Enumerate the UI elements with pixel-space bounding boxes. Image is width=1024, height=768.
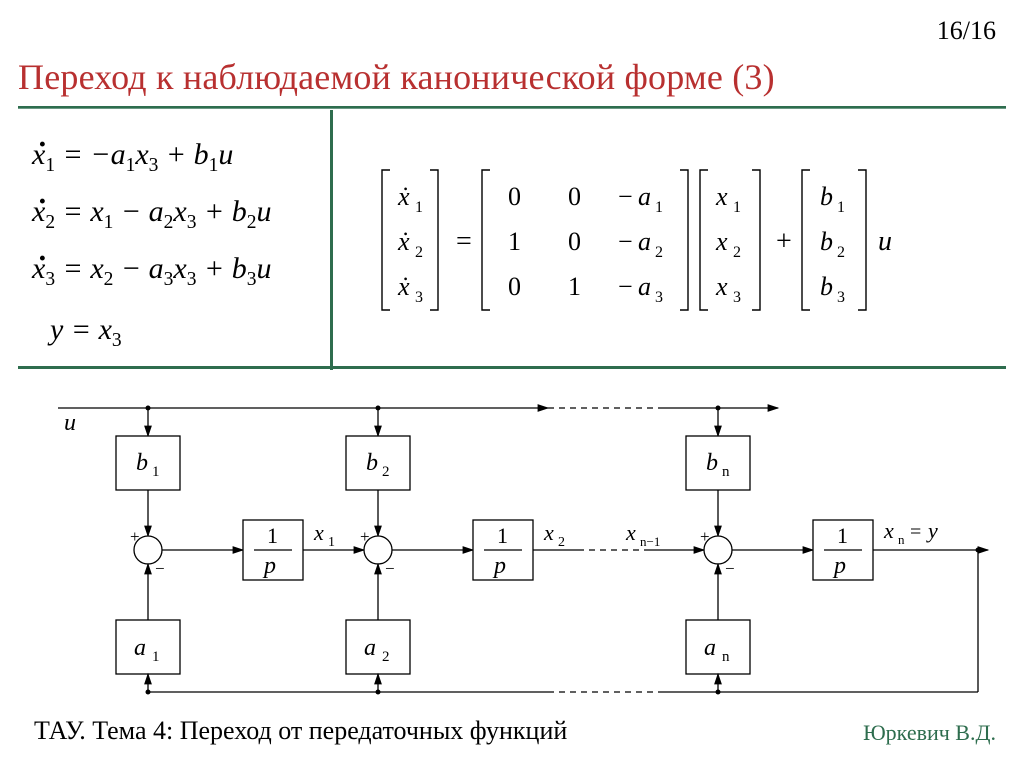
equation-1: x1 = −a1x3 + b1u xyxy=(32,132,271,189)
svg-text:1: 1 xyxy=(152,649,160,665)
plus-sign: + xyxy=(776,226,792,257)
svg-text:a: a xyxy=(638,227,651,256)
svg-text:3: 3 xyxy=(733,289,741,306)
page-title: Переход к наблюдаемой канонической форме… xyxy=(18,56,775,98)
matrix-equation: ẋ1 ẋ2 ẋ3 = 0 0 −a1 1 0 −a2 0 1 −a3 x1 x2… xyxy=(360,140,1000,360)
svg-text:b: b xyxy=(366,450,378,476)
section-divider xyxy=(18,366,1006,369)
vertical-divider xyxy=(330,110,333,370)
svg-text:−: − xyxy=(155,559,165,578)
svg-text:2: 2 xyxy=(415,244,423,261)
svg-text:x: x xyxy=(715,272,728,301)
svg-text:3: 3 xyxy=(655,289,663,306)
footer-left: ТАУ. Тема 4: Переход от передаточных фун… xyxy=(34,716,567,746)
svg-text:2: 2 xyxy=(382,464,390,480)
svg-text:b: b xyxy=(136,450,148,476)
svg-text:2: 2 xyxy=(837,244,845,261)
title-underline xyxy=(18,106,1006,108)
svg-text:+: + xyxy=(700,527,710,546)
svg-text:0: 0 xyxy=(508,272,521,301)
stage-n: bn + − an 1 p xn = y xyxy=(686,406,988,695)
svg-text:1: 1 xyxy=(267,523,278,548)
svg-text:x: x xyxy=(715,227,728,256)
svg-text:0: 0 xyxy=(568,227,581,256)
svg-text:1: 1 xyxy=(837,523,848,548)
svg-text:a: a xyxy=(638,272,651,301)
svg-text:b: b xyxy=(706,450,718,476)
equations-left: x1 = −a1x3 + b1u x2 = x1 − a2x3 + b2u x3… xyxy=(32,132,271,364)
svg-text:a: a xyxy=(638,182,651,211)
svg-text:0: 0 xyxy=(568,182,581,211)
equation-2: x2 = x1 − a2x3 + b2u xyxy=(32,189,271,246)
svg-text:b: b xyxy=(820,182,833,211)
svg-text:3: 3 xyxy=(415,289,423,306)
svg-text:2: 2 xyxy=(382,649,390,665)
svg-text:p: p xyxy=(262,553,276,579)
svg-text:−: − xyxy=(725,559,735,578)
svg-text:b: b xyxy=(820,227,833,256)
svg-text:2: 2 xyxy=(655,244,663,261)
svg-text:+: + xyxy=(360,527,370,546)
svg-text:a: a xyxy=(134,635,146,661)
svg-text:x: x xyxy=(715,182,728,211)
slide-number: 16/16 xyxy=(937,16,996,46)
svg-text:1: 1 xyxy=(415,199,423,216)
svg-text:p: p xyxy=(492,553,506,579)
svg-text:a: a xyxy=(704,635,716,661)
svg-text:p: p xyxy=(832,553,846,579)
svg-text:+: + xyxy=(130,527,140,546)
equation-4: y = x3 xyxy=(50,307,271,364)
svg-text:y: y xyxy=(926,518,938,543)
svg-text:1: 1 xyxy=(328,535,335,550)
svg-text:n: n xyxy=(898,532,905,547)
svg-text:2: 2 xyxy=(733,244,741,261)
svg-text:ẋ: ẋ xyxy=(397,272,410,301)
svg-text:1: 1 xyxy=(837,199,845,216)
svg-text:1: 1 xyxy=(152,464,160,480)
svg-text:ẋ: ẋ xyxy=(397,227,410,256)
svg-text:x: x xyxy=(313,520,324,545)
svg-text:−: − xyxy=(618,227,633,256)
svg-text:1: 1 xyxy=(508,227,521,256)
svg-text:2: 2 xyxy=(558,535,565,550)
equation-3: x3 = x2 − a3x3 + b3u xyxy=(32,246,271,303)
svg-text:b: b xyxy=(820,272,833,301)
svg-text:ẋ: ẋ xyxy=(397,182,410,211)
svg-text:3: 3 xyxy=(837,289,845,306)
svg-text:1: 1 xyxy=(497,523,508,548)
u-symbol: u xyxy=(878,226,892,257)
svg-text:1: 1 xyxy=(568,272,581,301)
block-diagram: u b1 + − a1 1 p x1 xyxy=(18,380,1006,710)
svg-text:=: = xyxy=(910,521,921,543)
footer-right: Юркевич В.Д. xyxy=(863,720,996,746)
svg-text:n−1: n−1 xyxy=(640,534,660,549)
equals-sign: = xyxy=(456,226,472,257)
stage-1: b1 + − a1 1 p x1 xyxy=(116,406,364,695)
svg-text:x: x xyxy=(883,518,894,543)
svg-text:−: − xyxy=(385,559,395,578)
input-label: u xyxy=(64,410,76,436)
stage-2: b2 + − a2 1 p x2 xn−1 xyxy=(346,406,704,695)
svg-text:x: x xyxy=(543,520,554,545)
svg-text:−: − xyxy=(618,182,633,211)
svg-text:n: n xyxy=(722,464,730,480)
svg-text:a: a xyxy=(364,635,376,661)
svg-text:1: 1 xyxy=(655,199,663,216)
svg-text:−: − xyxy=(618,272,633,301)
svg-text:x: x xyxy=(625,520,636,545)
svg-text:1: 1 xyxy=(733,199,741,216)
svg-text:n: n xyxy=(722,649,730,665)
svg-text:0: 0 xyxy=(508,182,521,211)
